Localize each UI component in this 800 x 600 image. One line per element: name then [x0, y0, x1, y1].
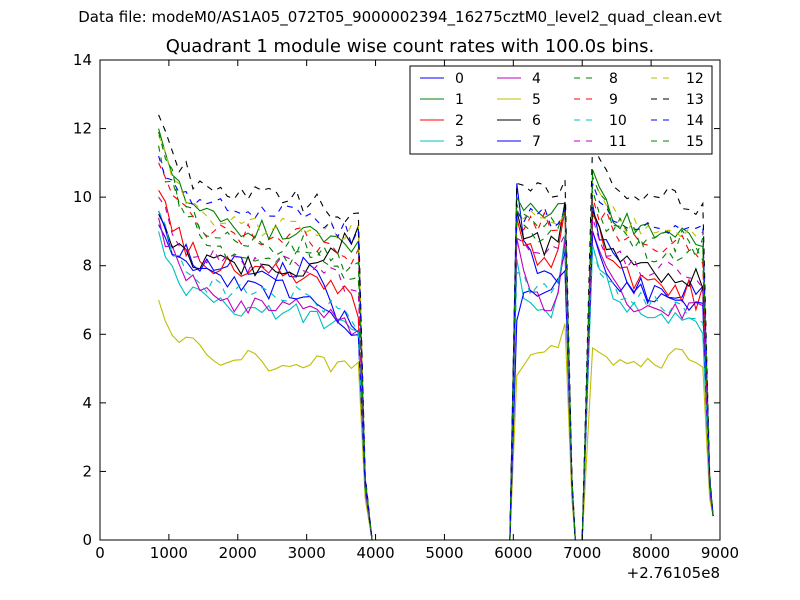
- y-tick-label: 8: [82, 257, 92, 275]
- series-line-9: [158, 162, 714, 541]
- axes-frame: [99, 59, 721, 541]
- y-tick-label: 4: [82, 394, 92, 412]
- legend-label-10: 10: [609, 113, 627, 129]
- legend-label-9: 9: [609, 92, 618, 108]
- x-tick-label: 9000: [701, 544, 739, 562]
- legend-label-14: 14: [686, 113, 704, 129]
- legend-label-15: 15: [686, 134, 704, 150]
- x-tick-label: 8000: [632, 544, 670, 562]
- x-tick-label: 0: [95, 544, 105, 562]
- y-tick-label: 12: [73, 120, 92, 138]
- y-tick-label: 2: [82, 462, 92, 480]
- x-tick-label: 1000: [150, 544, 188, 562]
- x-tick-label: 2000: [219, 544, 257, 562]
- series-line-10: [158, 210, 714, 541]
- legend-label-7: 7: [532, 134, 541, 150]
- x-tick-label: 7000: [563, 544, 601, 562]
- series-line-12: [158, 135, 714, 541]
- series-line-14: [158, 155, 714, 541]
- series-line-8: [158, 145, 714, 541]
- x-tick-label: 4000: [356, 544, 394, 562]
- chart-title: Quadrant 1 module wise count rates with …: [165, 36, 655, 57]
- x-tick-label: 5000: [425, 544, 463, 562]
- x-tick-label: 3000: [288, 544, 326, 562]
- legend-label-6: 6: [532, 113, 541, 129]
- legend-label-8: 8: [609, 71, 618, 87]
- x-offset-label: +2.76105e8: [627, 564, 720, 582]
- legend-box: [409, 65, 713, 155]
- data-file-title: Data file: modeM0/AS1A05_072T05_90000023…: [78, 8, 722, 26]
- series-line-6: [158, 201, 714, 541]
- series-line-2: [158, 190, 714, 541]
- legend-label-13: 13: [686, 92, 704, 108]
- legend-label-5: 5: [532, 92, 541, 108]
- x-tick-label: 6000: [494, 544, 532, 562]
- y-tick-label: 10: [73, 188, 92, 206]
- y-tick-label: 14: [73, 51, 92, 69]
- legend-label-3: 3: [455, 134, 464, 150]
- y-tick-label: 0: [82, 531, 92, 549]
- axis-ticks: 0 1000 2000 3000 4000 5000 6000 7000 8000 9000 0 2 4…: [73, 51, 739, 562]
- legend-label-12: 12: [686, 71, 704, 87]
- legend-label-0: 0: [455, 71, 464, 87]
- series-line-4: [158, 217, 714, 541]
- series-line-15: [158, 131, 714, 541]
- series-line-11: [158, 196, 714, 541]
- series-line-13: [158, 114, 714, 541]
- legend-label-2: 2: [455, 113, 464, 129]
- legend-label-11: 11: [609, 134, 627, 150]
- legend-label-1: 1: [455, 92, 464, 108]
- y-tick-label: 6: [82, 325, 92, 343]
- plot-lines: [158, 114, 714, 541]
- legend-label-4: 4: [532, 71, 541, 87]
- series-line-5: [158, 299, 714, 541]
